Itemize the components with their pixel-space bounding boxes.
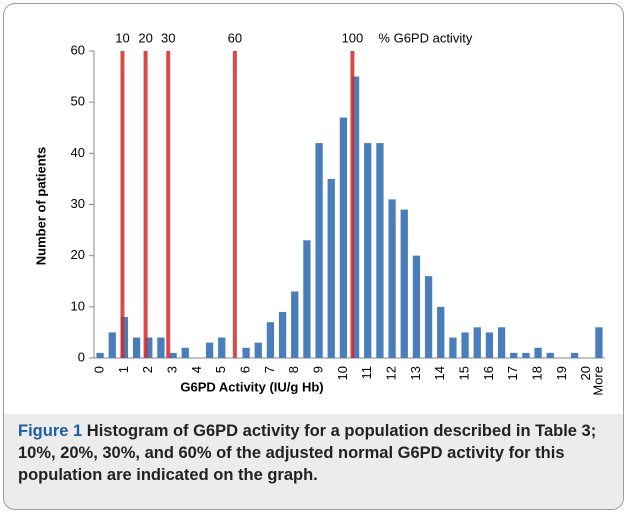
bar xyxy=(339,117,348,359)
bar xyxy=(485,332,494,358)
bar xyxy=(181,347,189,358)
x-tick-label: 12 xyxy=(384,366,399,380)
bar xyxy=(497,327,506,358)
y-tick-label: 40 xyxy=(71,145,85,160)
x-tick-label: 10 xyxy=(335,366,350,380)
bar xyxy=(291,291,299,358)
x-tick-label: 0 xyxy=(92,366,107,373)
bar xyxy=(534,347,542,358)
caption: Figure 1 Histogram of G6PD activity for … xyxy=(4,414,623,509)
x-tick-label: 7 xyxy=(262,366,277,373)
x-tick-label: 6 xyxy=(238,366,253,373)
bar xyxy=(327,178,335,358)
bar xyxy=(473,327,481,358)
reference-label: 100 xyxy=(342,30,364,45)
bar xyxy=(254,342,262,358)
caption-label: Figure 1 xyxy=(18,422,83,440)
bar xyxy=(315,143,323,358)
y-tick-label: 50 xyxy=(71,94,85,109)
bar xyxy=(303,240,311,358)
bar xyxy=(169,352,177,358)
bar xyxy=(510,352,518,358)
bar xyxy=(388,199,396,358)
bar xyxy=(424,276,433,358)
bar xyxy=(108,332,116,358)
bar xyxy=(400,209,408,358)
bar xyxy=(351,76,360,358)
bar xyxy=(96,352,104,358)
reference-label: 30 xyxy=(161,30,175,45)
x-tick-label: 20 xyxy=(578,366,593,380)
reference-label: 10 xyxy=(115,30,129,45)
bar xyxy=(205,342,214,358)
y-axis-title: Number of patients xyxy=(33,147,48,265)
reference-label: 20 xyxy=(138,30,152,45)
bar xyxy=(364,143,372,358)
bar xyxy=(546,352,554,358)
x-tick-label: 19 xyxy=(554,366,569,380)
x-tick-label: 14 xyxy=(432,366,447,380)
bar xyxy=(461,332,469,358)
x-tick-label: 17 xyxy=(505,366,520,380)
x-tick-label: 3 xyxy=(165,366,180,373)
bar xyxy=(278,311,287,358)
x-tick-label: More xyxy=(590,366,605,396)
bar xyxy=(437,306,445,358)
x-tick-label: 18 xyxy=(530,366,545,380)
x-tick-label: 1 xyxy=(116,366,131,373)
bar xyxy=(132,337,141,358)
y-tick-label: 0 xyxy=(78,349,85,364)
bar xyxy=(218,337,226,358)
bar xyxy=(157,337,165,358)
x-tick-label: 8 xyxy=(286,366,301,373)
bar xyxy=(266,322,275,358)
bar xyxy=(449,337,457,358)
bar xyxy=(242,347,250,358)
x-tick-label: 16 xyxy=(481,366,496,380)
bar xyxy=(412,255,421,358)
caption-text: Histogram of G6PD activity for a populat… xyxy=(18,422,597,484)
y-tick-label: 10 xyxy=(71,298,85,313)
x-tick-label: 9 xyxy=(311,366,326,373)
x-tick-label: 2 xyxy=(140,366,155,373)
bar xyxy=(522,352,530,358)
y-tick-label: 60 xyxy=(71,42,85,57)
x-tick-label: 5 xyxy=(213,366,228,373)
x-tick-label: 13 xyxy=(408,366,423,380)
figure: Number of patients G6PD Activity (IU/g H… xyxy=(3,3,624,510)
reference-label: 60 xyxy=(228,30,242,45)
reference-note: % G6PD activity xyxy=(378,30,472,45)
bar xyxy=(145,337,153,358)
x-tick-label: 11 xyxy=(359,366,374,380)
x-tick-label: 4 xyxy=(189,366,204,373)
bar xyxy=(570,352,579,358)
y-tick-label: 30 xyxy=(71,196,85,211)
bar xyxy=(376,143,384,358)
y-tick-label: 20 xyxy=(71,247,85,262)
x-axis-title: G6PD Activity (IU/g Hb) xyxy=(180,379,323,394)
chart: Number of patients G6PD Activity (IU/g H… xyxy=(33,30,605,396)
x-tick-label: 15 xyxy=(457,366,472,380)
bar xyxy=(595,327,603,358)
